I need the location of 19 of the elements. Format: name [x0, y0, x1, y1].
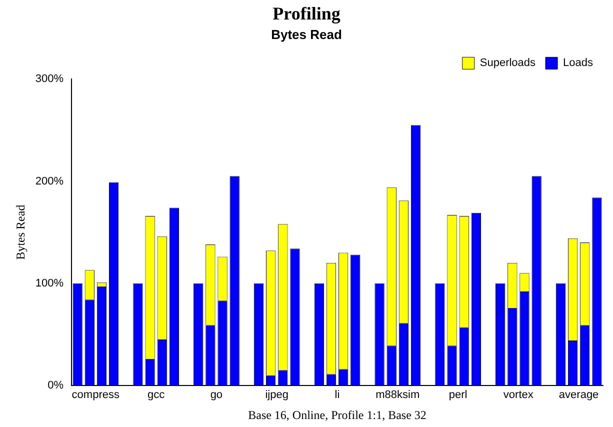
x-tick-label: ijpeg [265, 389, 288, 402]
x-tick-label: average [558, 389, 599, 402]
x-tick-label: vortex [503, 389, 534, 402]
y-tick-label: 300% [35, 73, 64, 86]
x-tick-label: compress [72, 389, 120, 402]
x-tick-label: li [334, 389, 340, 402]
x-tick-label: m88ksim [376, 389, 420, 402]
legend-label: Loads [563, 57, 594, 70]
x-tick-label: go [210, 389, 223, 402]
y-tick-label: 100% [35, 277, 64, 290]
x-axis-title: Base 16, Online, Profile 1:1, Base 32 [248, 408, 426, 422]
y-tick-label: 0% [48, 379, 64, 392]
x-tick-label: gcc [147, 389, 166, 402]
chart-subtitle: Bytes Read [271, 26, 342, 42]
y-axis-title: Bytes Read [13, 204, 28, 260]
x-tick-label: perl [448, 389, 468, 402]
legend-label: Superloads [480, 57, 536, 70]
chart-title: Profiling [272, 3, 340, 24]
y-tick-label: 200% [35, 175, 64, 188]
